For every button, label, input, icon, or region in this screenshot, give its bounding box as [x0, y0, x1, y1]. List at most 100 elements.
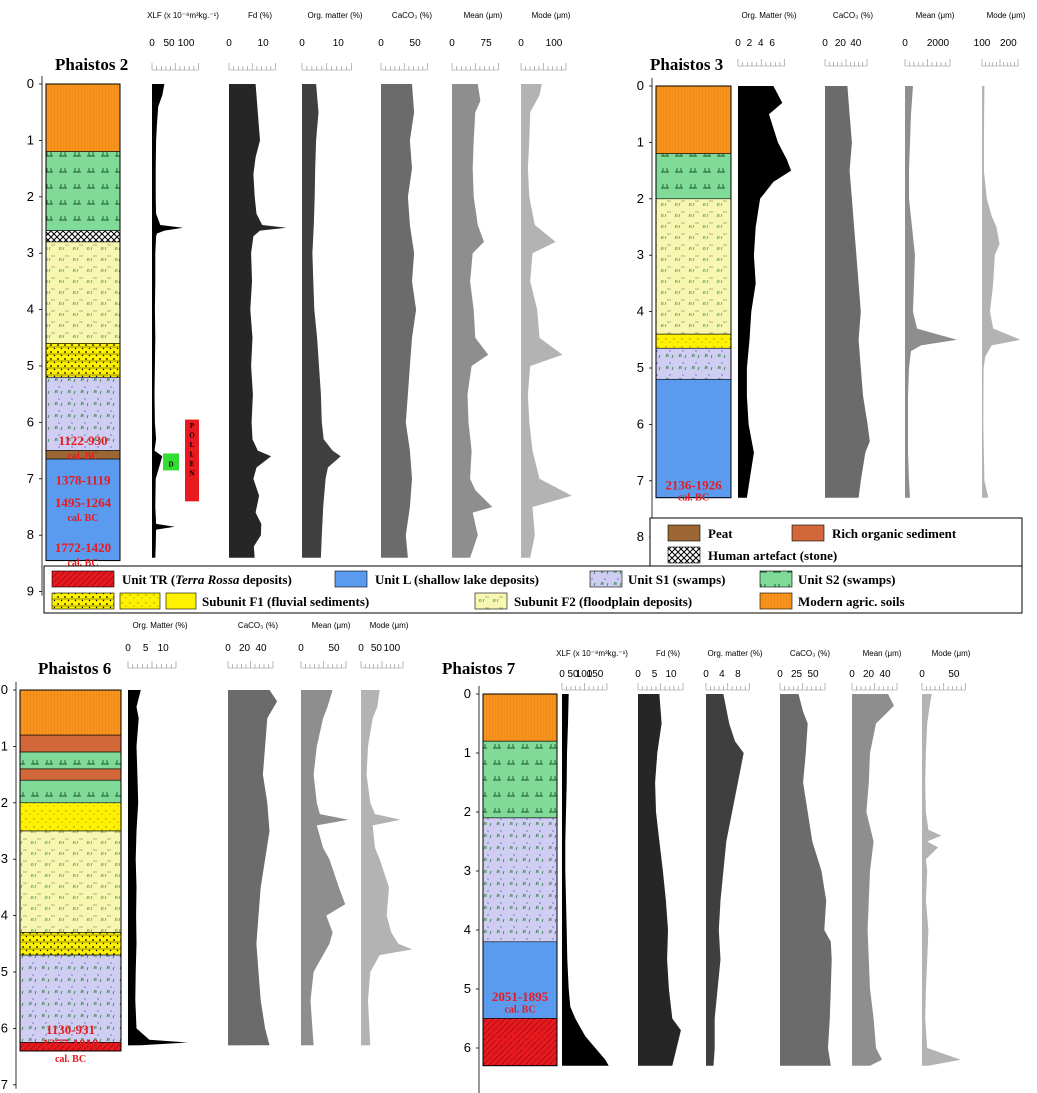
legend-label-tr-part: Unit TR (	[122, 572, 175, 587]
scale-tick-label: 4	[719, 669, 725, 680]
legend-label-s1: Unit S1 (swamps)	[628, 572, 726, 587]
pollen-letter: P	[190, 422, 195, 430]
lithology-unit-l	[482, 941, 558, 1019]
series-track: Mode (μm) 100 200	[974, 11, 1026, 498]
series-header: Fd (%)	[656, 649, 680, 658]
radiocarbon-date: 1130-931	[46, 1022, 95, 1037]
depth-tick-label: 9	[27, 584, 34, 599]
lithology-unit-s1	[45, 376, 121, 451]
depth-tick-label: 4	[464, 922, 471, 937]
depth-tick-label: 6	[464, 1040, 471, 1055]
scale-tick-label: 0	[735, 38, 741, 49]
series-header: CaCO₃ (%)	[833, 11, 873, 20]
depth-tick-label: 2	[637, 191, 644, 206]
scale-tick-label: 75	[481, 38, 493, 49]
depth-tick-label: 1	[637, 134, 644, 149]
depth-tick-label: 7	[637, 473, 644, 488]
scale-tick-label: 0	[849, 669, 855, 680]
lithology-unit-art	[45, 230, 121, 243]
series-area	[922, 694, 961, 1066]
series-track: Mean (μm) 0 2000	[902, 11, 957, 498]
lithology-unit-s2	[19, 779, 122, 804]
series-header: Fd (%)	[248, 11, 272, 20]
scale-tick-label: 50	[410, 38, 422, 49]
scale-tick-label: 0	[822, 38, 828, 49]
legend-swatch-peat	[667, 524, 701, 542]
scale-tick-label: 6	[769, 38, 775, 49]
legend-swatch-tr	[51, 570, 115, 588]
scale-tick-label: 40	[879, 669, 891, 680]
lithology-unit-s1	[19, 954, 122, 1043]
depth-tick-label: 1	[1, 738, 8, 753]
series-track: Org. matter (%) 0 10	[299, 11, 363, 558]
scale-tick-label: 100	[576, 669, 593, 680]
legend-swatch-f1-plain	[165, 592, 197, 610]
radiocarbon-date: cal. BC	[67, 513, 98, 524]
lithology-unit-f1	[45, 343, 121, 378]
pollen-letter: L	[190, 451, 195, 459]
legend-box-main	[43, 565, 1023, 614]
depth-tick-label: 4	[27, 302, 34, 317]
scale-tick-label: 0	[919, 669, 925, 680]
depth-tick-label: 2	[464, 804, 471, 819]
series-header: CaCO₃ (%)	[790, 649, 830, 658]
series-header: Mean (μm)	[863, 649, 902, 658]
scale-tick-label: 2	[747, 38, 753, 49]
lithology-unit-modern	[655, 85, 732, 154]
series-area	[228, 690, 278, 1046]
scale-tick-label: 0	[902, 38, 908, 49]
series-header: Org. matter (%)	[707, 649, 762, 658]
legend-label-f2: Subunit F2 (floodplain deposits)	[514, 594, 692, 609]
series-area	[738, 86, 792, 498]
lithology-outline	[655, 85, 732, 499]
legend-label-tr-part: deposits)	[239, 572, 291, 587]
scale-tick-label: 5	[143, 643, 149, 654]
depth-tick-label: 5	[1, 964, 8, 979]
lithology-unit-l	[655, 378, 732, 499]
radiocarbon-date: 2136-1926	[665, 477, 722, 492]
radiocarbon-date: cal. BC	[678, 493, 709, 504]
depth-tick-label: 5	[637, 360, 644, 375]
radiocarbon-date: 1378-1119	[56, 472, 111, 487]
scale-tick-label: 50	[328, 643, 340, 654]
scale-tick-label: 10	[665, 669, 677, 680]
series-area	[381, 84, 417, 558]
series-track: Mean (μm) 0 75	[449, 11, 503, 558]
scale-tick-label: 8	[735, 669, 741, 680]
series-area	[982, 86, 1021, 498]
radiocarbon-date: cal. BC	[504, 1046, 535, 1057]
radiocarbon-date: cal. BC	[67, 558, 98, 569]
lithology-outline	[45, 83, 121, 562]
legend-label-s2: Unit S2 (swamps)	[798, 572, 896, 587]
radiocarbon-date: 1495-1264	[55, 495, 112, 510]
lithology-unit-s2	[19, 751, 122, 770]
scale-tick-label: 25	[791, 669, 803, 680]
series-track: Org. Matter (%) 0 2 4 6	[735, 11, 797, 498]
series-area	[905, 86, 957, 498]
lithology-outline	[19, 689, 122, 1052]
radiocarbon-date: 3328-2906	[492, 1030, 549, 1045]
lithology-unit-f1b	[655, 333, 732, 349]
series-header: CaCO₃ (%)	[238, 621, 278, 630]
pollen-letter: L	[190, 441, 195, 449]
depth-tick-label: 5	[464, 981, 471, 996]
scale-tick-label: 100	[546, 38, 563, 49]
pollen-letter: N	[189, 470, 194, 478]
series-area	[152, 84, 183, 558]
scale-tick-label: 50	[807, 669, 819, 680]
scale-tick-label: 20	[239, 643, 251, 654]
lithology-unit-s2	[655, 153, 732, 200]
legend-swatch-l	[334, 570, 368, 588]
lithology-unit-rich	[19, 734, 122, 753]
lithology-unit-l	[45, 458, 121, 561]
lithology-unit-modern	[482, 693, 558, 742]
series-track: Mean (μm) 0 20 40	[849, 649, 902, 1066]
legend-label-f1: Subunit F1 (fluvial sediments)	[202, 594, 369, 609]
panel-1: Phaistos 2 0 1 2 3 4 5 6 7 8 9 1122-930 cal. BC 1378-…	[27, 11, 572, 599]
radiocarbon-date: cal. BC	[504, 1005, 535, 1016]
scale-tick-label: 40	[255, 643, 267, 654]
lithology-unit-f1b	[19, 802, 122, 832]
lithology-column	[19, 689, 122, 1052]
depth-tick-label: 3	[1, 851, 8, 866]
scale-tick-label: 100	[974, 38, 991, 49]
